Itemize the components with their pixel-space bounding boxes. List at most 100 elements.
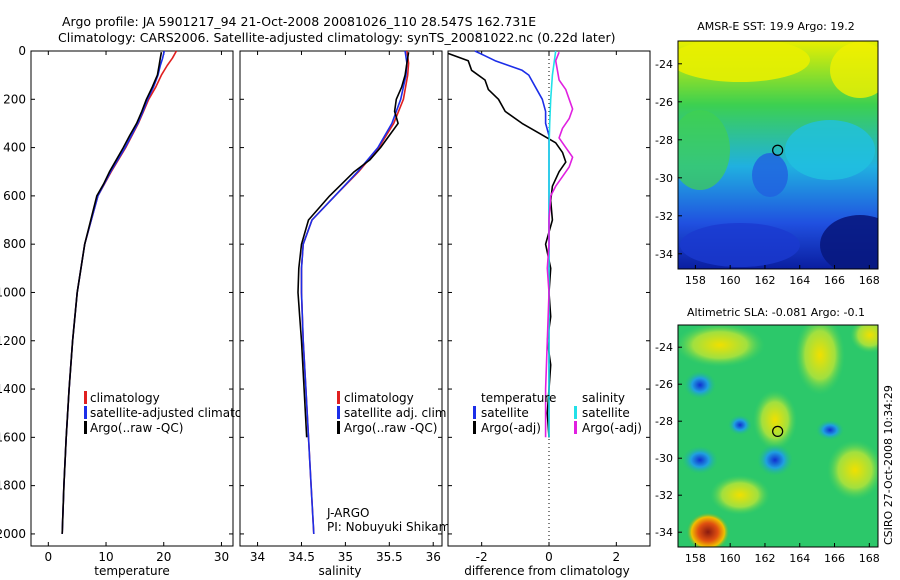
legend-label-satellite: satellite adj. clim.	[344, 406, 450, 420]
legend-swatch-argo	[337, 421, 340, 434]
map-y-tick-label: -26	[655, 378, 673, 391]
series-line-salinity-satellite	[548, 50, 557, 438]
map-y-tick-label: -30	[655, 452, 673, 465]
csiro-timestamp: CSIRO 27-Oct-2008 10:34:29	[882, 385, 895, 545]
x-tick-label: 10	[98, 550, 113, 564]
legend-swatch-climatology	[337, 391, 340, 404]
map-x-tick-label: 166	[824, 552, 845, 565]
series-line-argo-raw-qc-	[61, 52, 163, 534]
salinity-panel: 34 34.5 35 35.5 36 salinity climatology sate…	[239, 50, 458, 578]
sla-map-frame	[677, 324, 879, 548]
salinity-series	[297, 50, 410, 534]
map-x-tick-label: 160	[720, 552, 741, 565]
legend-label-sal-argo: Argo(-adj)	[582, 421, 642, 435]
series-line-argo-raw-qc-	[297, 52, 410, 438]
legend-swatch-sal-satellite	[574, 406, 577, 419]
legend-swatch-argo	[84, 421, 87, 434]
series-line-salinity-argo-adj-	[544, 51, 574, 438]
x-tick-label: 0	[44, 550, 52, 564]
legend-header-temperature: temperature	[481, 391, 556, 405]
map-x-tick-label: 168	[859, 274, 880, 287]
temperature-xlabel: temperature	[94, 564, 169, 578]
sst-map-title: AMSR-E SST: 19.9 Argo: 19.2	[697, 20, 855, 33]
x-tick-label: 0	[545, 550, 553, 564]
y-tick-label: 1400	[0, 382, 26, 396]
legend-swatch-sal-argo	[574, 421, 577, 434]
legend-swatch-satellite	[84, 406, 87, 419]
map-x-tick-label: 162	[754, 552, 775, 565]
sst-map-frame	[677, 40, 879, 270]
legend-label-temp-argo: Argo(-adj)	[481, 421, 541, 435]
y-tick-label: 800	[3, 237, 26, 251]
temperature-axes-box	[30, 50, 234, 547]
argo-float-marker	[772, 425, 784, 437]
y-tick-label: 400	[3, 141, 26, 155]
difference-legend: temperature satellite Argo(-adj) salinit…	[473, 391, 642, 435]
y-tick-label: 600	[3, 189, 26, 203]
legend-label-sal-satellite: satellite	[582, 406, 630, 420]
temperature-ticks: 0 10 20 30 0 200 400 600 800 1000 1200 1400 1600 1800…	[0, 44, 233, 564]
legend-label-climatology: climatology	[90, 391, 160, 405]
argo-float-marker	[772, 144, 784, 156]
map-y-tick-label: -32	[655, 210, 673, 223]
map-y-tick-label: -24	[655, 58, 673, 71]
map-x-tick-label: 164	[789, 274, 810, 287]
map-y-tick-label: -32	[655, 489, 673, 502]
difference-ticks: -2 0 2	[448, 50, 650, 564]
figure-title-line2: Climatology: CARS2006. Satellite-adjuste…	[58, 30, 615, 45]
legend-swatch-satellite	[337, 406, 340, 419]
map-y-tick-label: -34	[655, 248, 673, 261]
map-x-tick-label: 166	[824, 274, 845, 287]
legend-swatch-climatology	[84, 391, 87, 404]
x-tick-label: 35.5	[376, 550, 403, 564]
sla-map-title: Altimetric SLA: -0.081 Argo: -0.1	[687, 306, 865, 319]
y-tick-label: 200	[3, 92, 26, 106]
series-line-satellite-adj-clim-	[300, 50, 408, 534]
legend-label-climatology: climatology	[344, 391, 414, 405]
legend-swatch-temp-satellite	[473, 406, 476, 419]
legend-label-argo: Argo(..raw -QC)	[90, 421, 183, 435]
x-tick-label: 36	[426, 550, 441, 564]
map-y-tick-label: -28	[655, 415, 673, 428]
difference-panel: -2 0 2 difference from climatology tempera…	[447, 50, 651, 578]
sst-map: AMSR-E SST: 19.9 Argo: 19.2 158 160 162 164…	[655, 20, 880, 287]
map-x-tick-label: 162	[754, 274, 775, 287]
legend-label-argo: Argo(..raw -QC)	[344, 421, 437, 435]
figure-title-line1: Argo profile: JA 5901217_94 21-Oct-2008 …	[62, 14, 536, 29]
difference-series	[447, 50, 574, 438]
temperature-panel: 0 10 20 30 0 200 400 600 800 1000 1200 1400 1600 1800…	[0, 44, 268, 578]
y-tick-label: 1200	[0, 334, 26, 348]
y-tick-label: 1000	[0, 285, 26, 299]
map-x-tick-label: 164	[789, 552, 810, 565]
sla-field	[678, 325, 878, 547]
salinity-axes-box	[239, 50, 443, 547]
salinity-xlabel: salinity	[318, 564, 361, 578]
sla-map: Altimetric SLA: -0.081 Argo: -0.1 158 160…	[655, 306, 880, 565]
x-tick-label: 2	[613, 550, 621, 564]
map-x-tick-label: 158	[685, 552, 706, 565]
y-tick-label: 2000	[0, 527, 26, 541]
legend-header-salinity: salinity	[582, 391, 625, 405]
map-x-tick-label: 168	[859, 552, 880, 565]
sst-map-ticks: 158 160 162 164 166 168 -24 -26 -28 -30 -32 -34	[655, 58, 880, 287]
credit-line1: J-ARGO	[326, 506, 369, 520]
sla-map-ticks: 158 160 162 164 166 168 -24 -26 -28 -30 -32 -34	[655, 341, 880, 565]
legend-swatch-temp-argo	[473, 421, 476, 434]
map-y-tick-label: -26	[655, 96, 673, 109]
temperature-legend: climatology satellite-adjusted climatolo…	[84, 391, 268, 435]
x-tick-label: 20	[156, 550, 171, 564]
y-tick-label: 0	[18, 44, 26, 58]
map-y-tick-label: -24	[655, 341, 673, 354]
map-y-tick-label: -28	[655, 134, 673, 147]
x-tick-label: 35	[338, 550, 353, 564]
map-x-tick-label: 160	[720, 274, 741, 287]
salinity-ticks: 34 34.5 35 35.5 36	[240, 50, 442, 564]
temperature-series	[61, 50, 178, 534]
map-y-tick-label: -30	[655, 172, 673, 185]
y-tick-label: 1600	[0, 430, 26, 444]
map-x-tick-label: 158	[685, 274, 706, 287]
y-tick-label: 1800	[0, 479, 26, 493]
x-tick-label: 34	[250, 550, 265, 564]
x-tick-label: -2	[476, 550, 488, 564]
salinity-legend: climatology satellite adj. clim. Argo(..…	[337, 391, 450, 435]
